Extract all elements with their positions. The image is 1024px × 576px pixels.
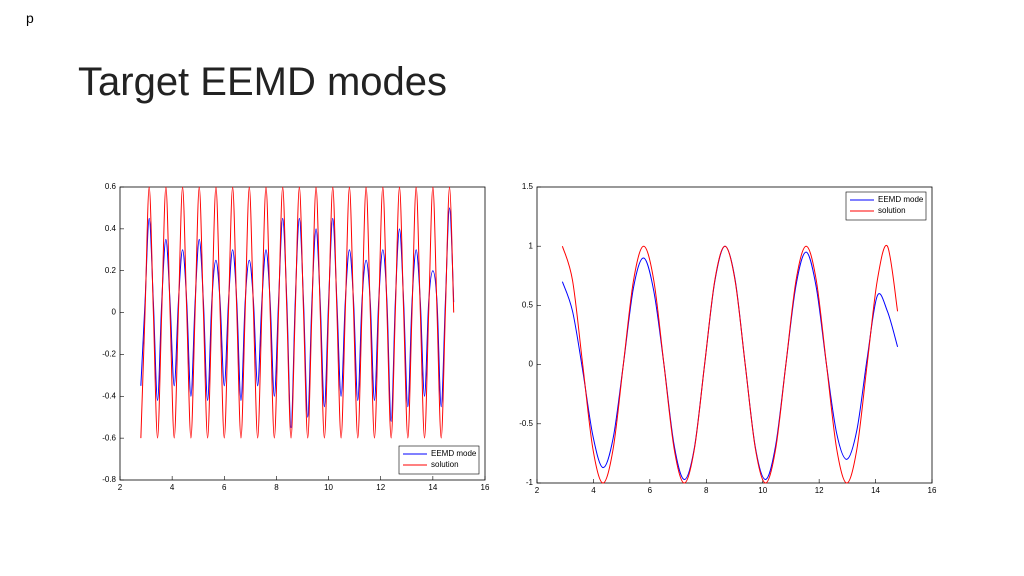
- x-tick-label: 10: [324, 483, 333, 492]
- x-tick-label: 2: [118, 483, 123, 492]
- y-tick-label: -0.8: [102, 475, 116, 484]
- y-tick-label: -1: [526, 478, 534, 487]
- chart: 2 4 6 8 10 12 14 16 -1 -0.5 0 0.5 1 1.5 EEMD mode solut…: [519, 182, 937, 495]
- x-tick-label: 16: [481, 483, 490, 492]
- y-tick-label: -0.5: [519, 419, 533, 428]
- y-tick-label: -0.6: [102, 433, 116, 442]
- legend-label: EEMD mode: [878, 195, 924, 204]
- y-tick-label: 1: [529, 241, 534, 250]
- x-tick-label: 12: [815, 486, 824, 495]
- x-tick-label: 6: [648, 486, 653, 495]
- x-tick-label: 8: [704, 486, 709, 495]
- legend-box: [845, 191, 927, 221]
- legend-label: solution: [878, 206, 906, 215]
- series-line: [561, 245, 899, 480]
- y-tick-label: -0.4: [102, 391, 116, 400]
- y-tick-label: 0: [112, 308, 117, 317]
- y-tick-label: 1.5: [522, 182, 534, 191]
- x-tick-label: 16: [928, 486, 937, 495]
- legend-label: EEMD mode: [431, 449, 477, 458]
- series-line: [140, 186, 455, 439]
- chart: 2 4 6 8 10 12 14 16 -0.8 -0.6 -0.4 -0.2 0 0.2 0.4 0.6 EE…: [102, 182, 490, 492]
- x-tick-label: 10: [758, 486, 767, 495]
- x-tick-label: 14: [871, 486, 880, 495]
- slide-marker: p: [26, 10, 34, 26]
- y-tick-label: 0: [529, 360, 534, 369]
- y-tick-label: 0.6: [105, 182, 117, 191]
- y-tick-label: 0.4: [105, 224, 117, 233]
- legend-label: solution: [431, 460, 459, 469]
- x-tick-label: 14: [428, 483, 437, 492]
- legend-box: [398, 445, 480, 475]
- y-tick-label: 0.5: [522, 301, 534, 310]
- slide-title: Target EEMD modes: [78, 60, 448, 104]
- x-tick-label: 2: [535, 486, 540, 495]
- plot-frame: [119, 186, 486, 481]
- series-line: [561, 244, 899, 484]
- x-tick-label: 12: [376, 483, 385, 492]
- x-tick-label: 8: [274, 483, 279, 492]
- x-tick-label: 4: [591, 486, 596, 495]
- y-tick-label: 0.2: [105, 266, 117, 275]
- plot-frame: [536, 186, 933, 484]
- x-tick-label: 4: [170, 483, 175, 492]
- x-tick-label: 6: [222, 483, 227, 492]
- y-tick-label: -0.2: [102, 350, 116, 359]
